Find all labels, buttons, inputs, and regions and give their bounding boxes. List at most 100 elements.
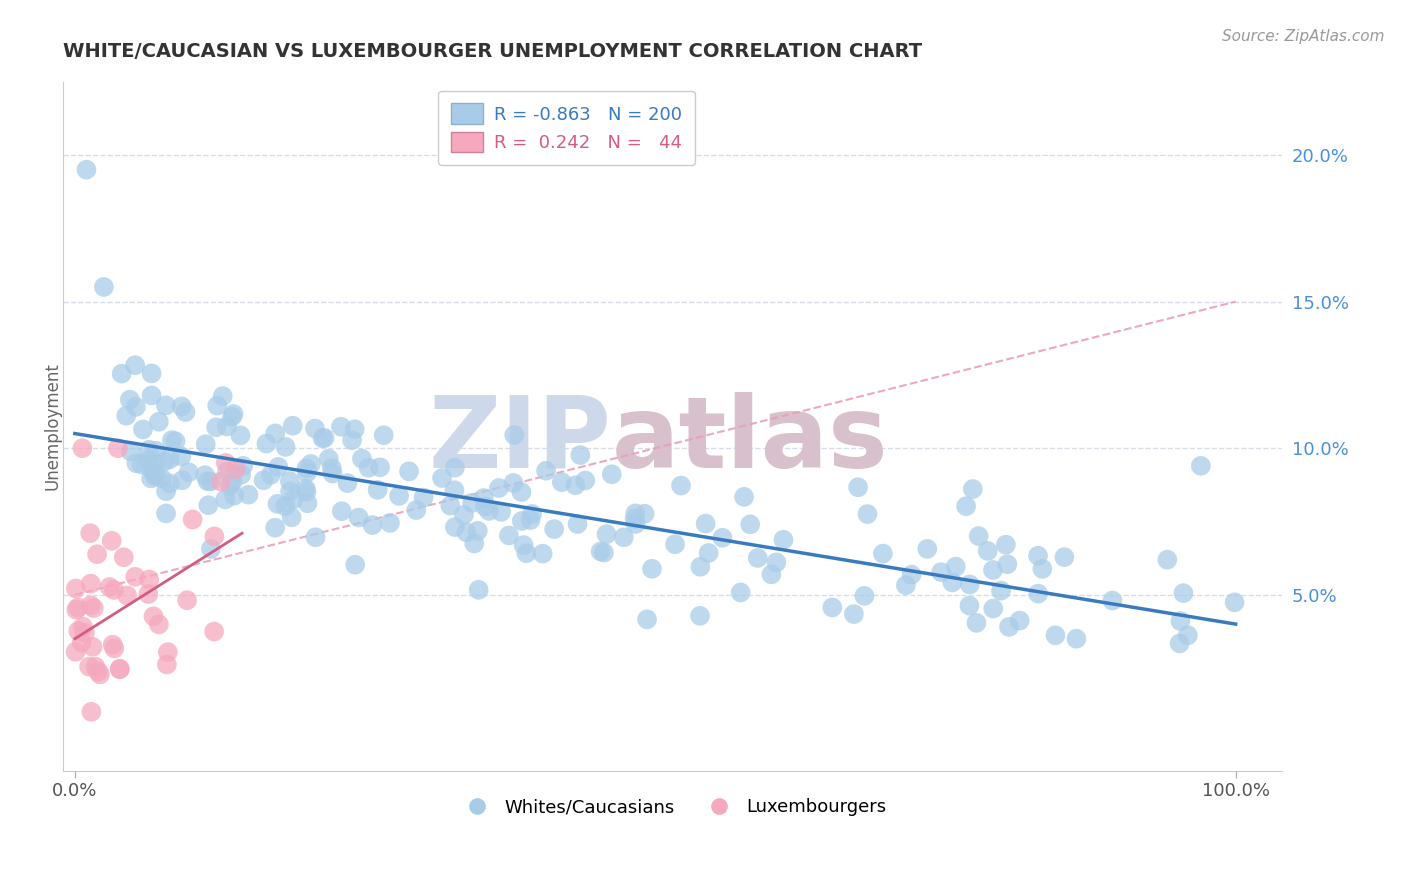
Point bbox=[148, 415, 170, 429]
Point bbox=[80, 705, 103, 719]
Point bbox=[697, 546, 720, 560]
Point bbox=[695, 516, 717, 531]
Point bbox=[624, 506, 647, 520]
Point bbox=[93, 280, 115, 294]
Point bbox=[959, 577, 981, 591]
Point bbox=[72, 620, 94, 634]
Point bbox=[155, 507, 177, 521]
Point bbox=[65, 603, 87, 617]
Point bbox=[103, 641, 125, 656]
Point bbox=[79, 526, 101, 541]
Point bbox=[138, 587, 160, 601]
Point bbox=[209, 475, 232, 489]
Point bbox=[67, 624, 90, 638]
Point bbox=[959, 599, 981, 613]
Point bbox=[260, 467, 283, 482]
Point bbox=[295, 484, 318, 499]
Point bbox=[283, 492, 305, 507]
Point bbox=[894, 578, 917, 592]
Point bbox=[412, 491, 434, 505]
Point bbox=[101, 638, 124, 652]
Point bbox=[398, 464, 420, 478]
Point bbox=[976, 544, 998, 558]
Point bbox=[330, 419, 353, 434]
Point bbox=[515, 546, 537, 560]
Point bbox=[83, 601, 105, 615]
Point bbox=[294, 482, 316, 496]
Point bbox=[150, 471, 173, 485]
Point bbox=[299, 457, 322, 471]
Point bbox=[357, 460, 380, 475]
Point bbox=[304, 530, 326, 544]
Point bbox=[172, 473, 194, 487]
Point bbox=[900, 567, 922, 582]
Point bbox=[136, 453, 159, 467]
Point bbox=[194, 437, 217, 451]
Point bbox=[669, 478, 692, 492]
Point bbox=[295, 461, 318, 475]
Point bbox=[274, 499, 297, 513]
Point bbox=[84, 659, 107, 673]
Point bbox=[297, 496, 319, 510]
Legend: Whites/Caucasians, Luxembourgers: Whites/Caucasians, Luxembourgers bbox=[451, 791, 894, 823]
Point bbox=[160, 433, 183, 447]
Point bbox=[1189, 458, 1212, 473]
Point bbox=[278, 474, 301, 488]
Point bbox=[367, 483, 389, 497]
Point bbox=[941, 575, 963, 590]
Point bbox=[224, 489, 246, 503]
Point bbox=[613, 530, 636, 544]
Point bbox=[159, 452, 181, 467]
Point bbox=[197, 474, 219, 488]
Point bbox=[159, 476, 181, 491]
Point bbox=[531, 547, 554, 561]
Point bbox=[194, 468, 217, 483]
Point bbox=[1053, 550, 1076, 565]
Point bbox=[124, 358, 146, 372]
Point bbox=[633, 507, 655, 521]
Point bbox=[641, 562, 664, 576]
Point bbox=[321, 461, 343, 475]
Point bbox=[498, 528, 520, 542]
Point bbox=[600, 467, 623, 482]
Point bbox=[77, 659, 100, 673]
Point bbox=[115, 409, 138, 423]
Point bbox=[994, 538, 1017, 552]
Point bbox=[461, 496, 484, 510]
Point bbox=[945, 559, 967, 574]
Point bbox=[124, 570, 146, 584]
Point bbox=[593, 546, 616, 560]
Point bbox=[772, 533, 794, 547]
Point bbox=[990, 583, 1012, 598]
Point bbox=[264, 426, 287, 441]
Point bbox=[488, 481, 510, 495]
Point bbox=[378, 516, 401, 530]
Point bbox=[443, 483, 465, 498]
Point bbox=[238, 488, 260, 502]
Point bbox=[254, 436, 277, 450]
Point bbox=[229, 428, 252, 442]
Point bbox=[1008, 614, 1031, 628]
Point bbox=[1170, 614, 1192, 628]
Point bbox=[170, 400, 193, 414]
Point bbox=[200, 541, 222, 556]
Point bbox=[141, 463, 163, 477]
Point bbox=[821, 600, 844, 615]
Point bbox=[274, 440, 297, 454]
Point bbox=[361, 518, 384, 533]
Point bbox=[998, 620, 1021, 634]
Point bbox=[453, 508, 475, 522]
Point bbox=[232, 458, 254, 473]
Text: ZIP: ZIP bbox=[429, 392, 612, 489]
Point bbox=[115, 589, 138, 603]
Point bbox=[156, 645, 179, 659]
Point bbox=[145, 443, 167, 458]
Point bbox=[733, 490, 755, 504]
Point bbox=[143, 456, 166, 470]
Point bbox=[266, 497, 288, 511]
Point bbox=[139, 471, 162, 485]
Point bbox=[981, 563, 1004, 577]
Point bbox=[1101, 593, 1123, 607]
Point bbox=[574, 474, 596, 488]
Point bbox=[1173, 586, 1195, 600]
